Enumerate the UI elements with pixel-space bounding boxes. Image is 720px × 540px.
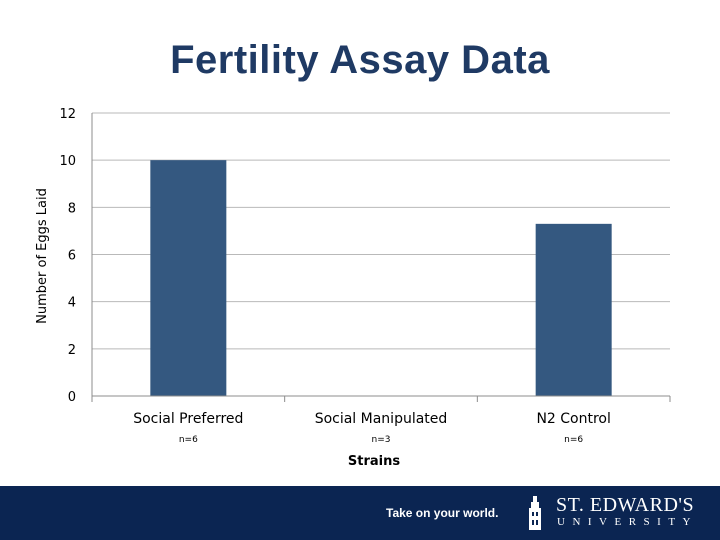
y-tick-label-2: 4 (68, 296, 76, 311)
sample-size-label-0: n=6 (179, 435, 198, 445)
y-tick-label-4: 8 (68, 201, 76, 216)
x-tick-label-0: Social Preferred (133, 411, 243, 427)
bars (150, 160, 612, 396)
logo-wordmark: ST. EDWARD'S (556, 494, 695, 516)
x-axis-label: Strains (348, 454, 400, 469)
x-tick-labels: Social Preferred Social Manipulated N2 Con… (133, 411, 611, 427)
y-tick-label-5: 10 (59, 154, 76, 169)
footer-bar: Take on your world. ST. EDWARD'S UNIVERS… (0, 486, 720, 540)
y-tick-label-0: 0 (68, 390, 76, 405)
bar-0 (150, 160, 227, 396)
y-tick-labels: 0 2 4 6 8 10 12 (59, 107, 76, 405)
sample-size-label-2: n=6 (564, 435, 583, 445)
sample-size-label-1: n=3 (372, 435, 391, 445)
university-tower-icon (529, 496, 541, 530)
x-tick-label-2: N2 Control (536, 411, 610, 427)
y-tick-label-6: 12 (59, 107, 76, 122)
logo-subtitle: UNIVERSITY (557, 516, 698, 528)
bar-chart: 0 2 4 6 8 10 12 Social Preferred Social Manipul… (35, 107, 671, 469)
axes (91, 113, 671, 402)
bar-2 (535, 223, 612, 396)
y-tick-label-3: 6 (68, 249, 76, 264)
sample-size-labels: n=6 n=3 n=6 (179, 435, 584, 445)
y-axis-label: Number of Eggs Laid (35, 188, 50, 324)
slide-title: Fertility Assay Data (170, 38, 550, 82)
x-tick-label-1: Social Manipulated (315, 411, 448, 427)
y-tick-label-1: 2 (68, 343, 76, 358)
tagline: Take on your world. (386, 506, 499, 520)
